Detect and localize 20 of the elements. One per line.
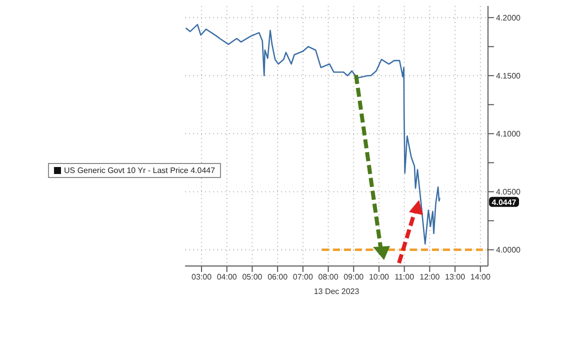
y-tick-label: 4.1000 — [496, 130, 522, 139]
x-tick-label: 14:00 — [470, 272, 491, 282]
x-tick-label: 10:00 — [368, 272, 390, 282]
text: US Generic Govt 10 Yr - Last Price 4.0447 — [64, 166, 216, 175]
x-tick-label: 12:00 — [420, 272, 440, 282]
text: 4.0447 — [492, 198, 517, 207]
x-tick-label: 05:00 — [242, 272, 263, 282]
x-tick-label: 09:00 — [344, 272, 364, 282]
y-tick-label: 4.0000 — [496, 246, 522, 255]
y-tick-label: 4.1500 — [496, 71, 522, 80]
x-tick-label: 11:00 — [394, 272, 415, 282]
x-tick-label: 08:00 — [318, 272, 339, 282]
x-axis-title: 13 Dec 2023 — [314, 287, 360, 296]
x-tick-label: 04:00 — [216, 272, 238, 282]
y-tick-label: 4.0500 — [496, 188, 522, 197]
x-tick-label: 07:00 — [292, 272, 314, 282]
x-tick-label: 03:00 — [192, 272, 212, 282]
x-tick-label: 13:00 — [445, 272, 466, 282]
y-tick-label: 4.2000 — [496, 13, 522, 22]
x-tick-label: 06:00 — [268, 272, 288, 282]
